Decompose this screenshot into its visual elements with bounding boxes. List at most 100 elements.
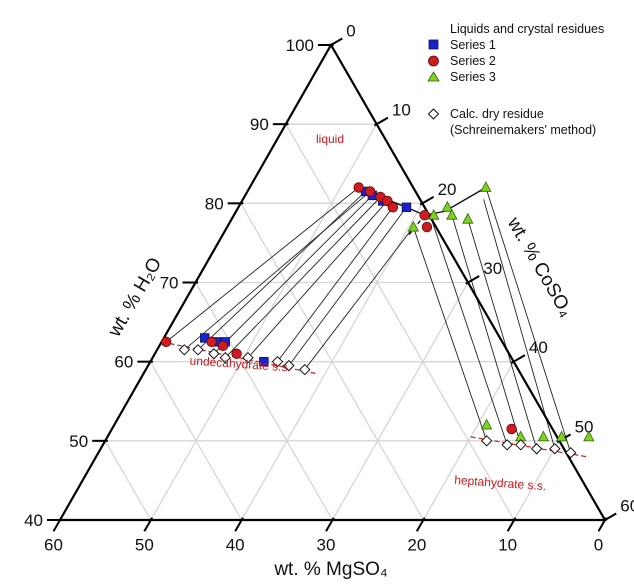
tie-line [467,219,538,449]
dry-residue-point [480,435,493,447]
series-2-point [160,336,172,348]
series-1-point [401,202,412,212]
right-tick-label: 60 [620,497,634,516]
series-3-point [480,418,493,430]
dry-residue-point [530,443,543,455]
series-1-point [259,356,269,367]
tie-line [277,207,394,362]
right-tick-mark [465,275,480,285]
legend: Liquids and crystal residues Series 1 Se… [427,22,604,137]
grid-line [285,123,515,521]
dry-residue-point [299,363,311,376]
tie-line [412,226,488,441]
grid-line [149,361,243,521]
grid-line [194,282,334,521]
right-tick-label: 50 [575,417,594,436]
tie-line [304,226,414,370]
legend-series-2: Series 2 [450,54,496,68]
series-3-point [446,208,458,220]
legend-square-marker [428,39,439,50]
tie-line [213,195,373,355]
bottom-tick-label: 50 [135,535,154,554]
series-2-point [217,340,229,352]
dry-residue-point [501,439,513,451]
right-tick-label: 30 [483,259,502,278]
series-2-point [387,202,399,213]
tie-line [165,187,359,343]
right-tick-mark [510,354,526,364]
series-3-point [428,208,440,220]
tie-line [451,215,522,445]
grid-line [513,440,560,521]
grid-line [150,123,378,521]
tie-line [184,191,371,351]
right-tick-mark [328,37,343,48]
series-3-point [480,181,492,192]
left-tick-label: 90 [250,115,269,134]
dry-residue-point [178,344,191,356]
series-3-point [583,430,595,442]
bottom-tick-mark [52,517,63,532]
grid-lines [104,123,560,521]
dry-residue-point [515,439,527,451]
series-2-point [421,221,433,233]
right-tick-mark [419,195,435,206]
bottom-tick-mark [597,517,608,532]
bottom-tick-mark [143,517,153,532]
bottom-tick-label: 40 [226,535,245,554]
legend-heading: Liquids and crystal residues [450,22,604,36]
series-2-point [506,423,517,435]
undecahydrate-label: undecahydrate s.s. [189,353,291,374]
series-3-point [462,212,474,224]
tie-line [485,187,572,453]
bottom-tick-label: 10 [498,535,517,554]
legend-circle-marker [428,55,439,67]
dry-residue-point [192,344,204,356]
bottom-tick-mark [234,517,244,532]
series-2-point [419,210,430,221]
right-tick-mark [373,116,389,127]
tie-line [247,200,388,359]
series-2-point [353,182,364,193]
bottom-tick-label: 0 [594,535,603,554]
legend-series-3: Series 3 [450,70,496,84]
bottom-tick-label: 30 [317,535,336,554]
left-tick-label: 80 [205,194,224,213]
legend-triangle-marker [427,71,440,82]
tie-line [224,196,381,359]
left-axis-title: wt. % H₂O [104,254,166,341]
legend-diamond-marker [427,108,440,120]
legend-series-1: Series 1 [450,38,496,52]
series-3-point [555,430,568,442]
data-points [160,181,595,459]
legend-dry-residue-method: (Schreinemakers' method) [450,123,596,137]
left-tick-label: 100 [286,36,314,55]
right-tick-label: 40 [529,338,548,357]
left-tick-label: 70 [160,274,179,293]
series-2-point [364,186,376,197]
grid-line [331,282,469,521]
grid-line [104,440,152,521]
dry-residue-point [283,359,295,372]
bottom-tick-mark [415,517,426,532]
right-tick-label: 10 [392,101,411,120]
left-tick-label: 40 [24,511,43,530]
bottom-axis-title: wt. % MgSO₄ [273,559,388,580]
heptahydrate-label: heptahydrate s.s. [454,473,547,493]
tie-line [483,199,556,449]
series-3-point [537,430,550,442]
tie-line [431,219,508,445]
series-2-point [206,336,217,348]
liquid-region-label: liquid [316,132,344,146]
dry-residue-point [242,352,254,364]
left-tick-label: 50 [69,432,88,451]
liquidus-branch [408,214,426,236]
tie-line [197,191,366,351]
dry-residue-point [549,443,561,455]
series-3-point [407,220,419,232]
series-3-point [441,200,453,212]
dry-residue-point [565,447,577,459]
right-tick-label: 20 [438,180,457,199]
grid-line [240,203,424,521]
